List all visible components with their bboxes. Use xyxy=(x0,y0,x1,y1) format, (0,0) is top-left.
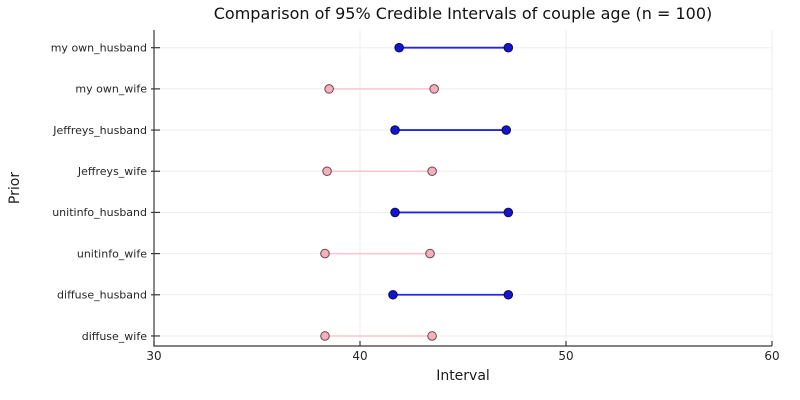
category-label: my own_husband xyxy=(51,42,147,55)
interval-marker-lower xyxy=(320,248,330,259)
category-label: Jeffreys_wife xyxy=(77,165,147,178)
interval-marker-upper xyxy=(501,125,512,135)
x-axis-label: Interval xyxy=(436,368,490,384)
category-label: diffuse_husband xyxy=(57,289,147,302)
category-label: unitinfo_wife xyxy=(77,247,147,260)
x-tick-label: 50 xyxy=(558,349,573,363)
interval-marker-lower xyxy=(324,84,334,94)
x-tick-label: 40 xyxy=(352,349,367,363)
chart-title: Comparison of 95% Credible Intervals of … xyxy=(213,4,713,23)
interval-marker-upper xyxy=(427,166,437,177)
interval-marker-upper xyxy=(425,248,435,259)
interval-marker-lower xyxy=(390,207,400,218)
interval-marker-upper xyxy=(503,207,514,218)
interval-marker-lower xyxy=(322,166,332,177)
interval-marker-lower xyxy=(390,125,400,135)
interval-marker-upper xyxy=(427,331,437,341)
interval-marker-upper xyxy=(503,289,514,300)
interval-marker-lower xyxy=(320,331,330,341)
category-label: my own_wife xyxy=(75,83,147,96)
interval-marker-upper xyxy=(503,42,514,53)
category-label: diffuse_wife xyxy=(82,330,148,343)
interval-marker-upper xyxy=(429,84,439,94)
interval-marker-lower xyxy=(388,289,398,300)
x-tick-label: 60 xyxy=(764,349,779,363)
category-label: unitinfo_husband xyxy=(52,206,147,219)
x-tick-label: 30 xyxy=(146,349,161,363)
interval-marker-lower xyxy=(394,42,404,53)
category-label: Jeffreys_husband xyxy=(52,124,147,137)
